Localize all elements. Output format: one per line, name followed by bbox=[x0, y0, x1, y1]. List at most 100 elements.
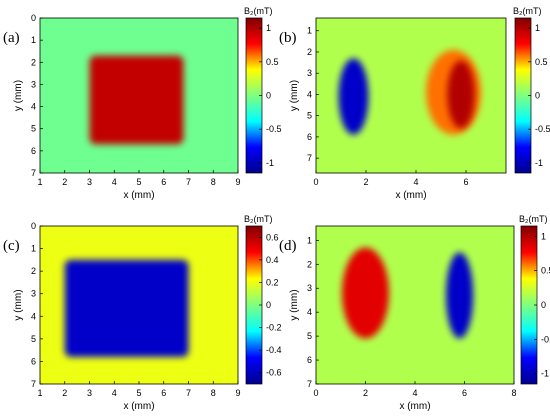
x-tick-label: 8 bbox=[511, 388, 516, 398]
y-axis-label: y (mm) bbox=[13, 80, 24, 111]
x-tick-label: 3 bbox=[87, 177, 92, 187]
colorbar-tick-label: 0.6 bbox=[266, 232, 279, 242]
field-region bbox=[64, 259, 189, 357]
x-tick-label: 2 bbox=[62, 177, 67, 187]
x-tick-label: 7 bbox=[186, 177, 191, 187]
heatmap-field bbox=[338, 49, 481, 135]
colorbar-tick-label: -1 bbox=[541, 369, 549, 379]
colorbar-tick-label: 0.5 bbox=[266, 57, 279, 67]
colorbar-tick-label: 0.5 bbox=[535, 57, 548, 67]
y-tick-label: 5 bbox=[31, 124, 36, 134]
colorbar-title: B₂(mT) bbox=[519, 214, 548, 224]
colorbar-title: B₂(mT) bbox=[513, 6, 542, 16]
colorbar-title: B₂(mT) bbox=[244, 214, 273, 224]
x-tick-label: 4 bbox=[413, 177, 418, 187]
y-tick-label: 1 bbox=[307, 235, 312, 245]
y-tick-label: 5 bbox=[31, 334, 36, 344]
x-axis-label: x (mm) bbox=[123, 190, 154, 201]
colorbar-tick-label: 0 bbox=[535, 91, 540, 101]
x-tick-label: 2 bbox=[363, 177, 368, 187]
field-region bbox=[89, 55, 184, 145]
y-tick-label: 4 bbox=[307, 89, 312, 99]
heatmap-field bbox=[64, 259, 189, 357]
x-tick-label: 0 bbox=[313, 388, 318, 398]
x-tick-label: 2 bbox=[62, 388, 67, 398]
y-axis-label: y (mm) bbox=[289, 289, 300, 320]
y-axis-label: y (mm) bbox=[13, 289, 24, 320]
x-axis-label: x (mm) bbox=[123, 401, 154, 412]
x-tick-label: 6 bbox=[161, 177, 166, 187]
y-tick-label: 2 bbox=[31, 266, 36, 276]
colorbar-tick-label: 1 bbox=[266, 23, 271, 33]
x-tick-label: 4 bbox=[412, 388, 417, 398]
heatmap-field bbox=[341, 247, 474, 339]
y-tick-label: 0 bbox=[31, 221, 36, 231]
x-tick-label: 4 bbox=[112, 388, 117, 398]
x-tick-label: 0 bbox=[313, 177, 318, 187]
y-tick-label: 2 bbox=[307, 47, 312, 57]
colorbar-tick-label: 0 bbox=[266, 91, 271, 101]
y-tick-label: 6 bbox=[31, 146, 36, 156]
y-tick-label: 7 bbox=[31, 379, 36, 389]
x-tick-label: 5 bbox=[136, 177, 141, 187]
x-tick-label: 9 bbox=[235, 388, 240, 398]
y-tick-label: 6 bbox=[307, 132, 312, 142]
y-tick-label: 2 bbox=[307, 259, 312, 269]
x-tick-label: 1 bbox=[37, 388, 42, 398]
field-region bbox=[447, 60, 475, 129]
panel-label: (d) bbox=[279, 238, 297, 254]
y-tick-label: 6 bbox=[307, 355, 312, 365]
x-tick-label: 2 bbox=[363, 388, 368, 398]
y-axis-label: y (mm) bbox=[289, 80, 300, 111]
y-tick-label: 1 bbox=[31, 244, 36, 254]
colorbar-tick-label: -1 bbox=[266, 158, 274, 168]
x-tick-label: 1 bbox=[37, 177, 42, 187]
field-region bbox=[445, 252, 474, 339]
x-tick-label: 9 bbox=[235, 177, 240, 187]
x-tick-label: 5 bbox=[136, 388, 141, 398]
colorbar-tick-label: -0.2 bbox=[266, 323, 282, 333]
y-tick-label: 4 bbox=[307, 307, 312, 317]
y-tick-label: 7 bbox=[307, 153, 312, 163]
colorbar-tick-label: -0.4 bbox=[266, 345, 282, 355]
panel-label: (b) bbox=[279, 30, 297, 46]
y-tick-label: 3 bbox=[31, 79, 36, 89]
y-tick-label: 5 bbox=[307, 111, 312, 121]
x-tick-label: 4 bbox=[112, 177, 117, 187]
colorbar-tick-label: -0.5 bbox=[541, 334, 550, 344]
y-tick-label: 5 bbox=[307, 331, 312, 341]
x-tick-label: 3 bbox=[87, 388, 92, 398]
field-region bbox=[338, 58, 369, 135]
colorbar-tick-label: -0.5 bbox=[535, 124, 550, 134]
y-tick-label: 1 bbox=[31, 35, 36, 45]
y-tick-label: 3 bbox=[31, 289, 36, 299]
y-tick-label: 6 bbox=[31, 356, 36, 366]
x-tick-label: 6 bbox=[463, 177, 468, 187]
y-tick-label: 4 bbox=[31, 102, 36, 112]
colorbar-tick-label: 0 bbox=[541, 300, 546, 310]
colorbar-tick-label: -0.5 bbox=[266, 124, 282, 134]
x-tick-label: 8 bbox=[211, 388, 216, 398]
y-tick-label: 7 bbox=[31, 168, 36, 178]
x-tick-label: 7 bbox=[186, 388, 191, 398]
colorbar-title: B₂(mT) bbox=[244, 6, 273, 16]
y-tick-label: 4 bbox=[31, 311, 36, 321]
y-tick-label: 3 bbox=[307, 68, 312, 78]
y-tick-label: 3 bbox=[307, 283, 312, 293]
x-tick-label: 6 bbox=[161, 388, 166, 398]
heatmap-field bbox=[89, 55, 184, 145]
field-region bbox=[341, 247, 390, 339]
panel-label: (a) bbox=[3, 30, 20, 46]
colorbar-tick-label: 0.5 bbox=[541, 266, 550, 276]
colorbar-tick-label: -0.6 bbox=[266, 368, 282, 378]
colorbar-tick-label: 0.4 bbox=[266, 255, 279, 265]
x-axis-label: x (mm) bbox=[399, 401, 430, 412]
x-tick-label: 8 bbox=[211, 177, 216, 187]
panel-label: (c) bbox=[3, 238, 20, 254]
colorbar-tick-label: 0.2 bbox=[266, 277, 279, 287]
colorbar-tick-label: -1 bbox=[535, 158, 543, 168]
y-tick-label: 1 bbox=[307, 26, 312, 36]
colorbar-tick-label: 1 bbox=[541, 231, 546, 241]
y-tick-label: 0 bbox=[31, 13, 36, 23]
